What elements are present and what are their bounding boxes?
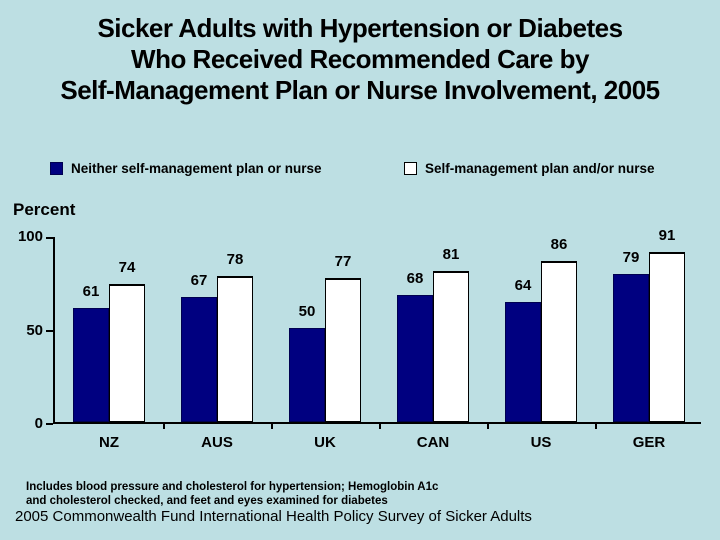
x-axis-tick	[271, 422, 273, 429]
category-label-aus: AUS	[201, 434, 233, 451]
bar-group-aus: 67 78 AUS	[181, 237, 253, 451]
bar-value-label: 86	[550, 236, 568, 253]
bar-value-label: 67	[190, 272, 208, 289]
bar-plan-us	[541, 261, 577, 422]
category-label-can: CAN	[416, 434, 450, 451]
chart-title-line-2: Who Received Recommended Care by	[131, 44, 589, 74]
y-axis-tick	[46, 237, 53, 239]
footnote-line-1: Includes blood pressure and cholesterol …	[26, 481, 439, 493]
bar-neither-ger	[613, 274, 649, 422]
bar-value-label: 50	[298, 303, 316, 320]
footnote: Includes blood pressure and cholesterol …	[26, 480, 438, 508]
bar-value-label: 74	[118, 259, 136, 276]
bar-plan-nz	[109, 284, 145, 422]
bar-plan-ger	[649, 252, 685, 422]
x-axis-tick	[163, 422, 165, 429]
legend-swatch-neither-icon	[50, 162, 63, 175]
bar-value-label: 77	[334, 253, 352, 270]
category-label-ger: GER	[632, 434, 666, 451]
category-label-us: US	[530, 434, 552, 451]
bar-group-nz: 61 74 NZ	[73, 237, 145, 451]
bar-group-can: 68 81 CAN	[397, 237, 469, 451]
bar-value-label: 61	[82, 283, 100, 300]
source-citation: 2005 Commonwealth Fund International Hea…	[15, 508, 532, 525]
bar-value-label: 78	[226, 251, 244, 268]
x-axis-tick	[379, 422, 381, 429]
legend-label-plan: Self-management plan and/or nurse	[425, 161, 655, 176]
legend-item-plan: Self-management plan and/or nurse	[404, 161, 655, 176]
chart-title-line-3: Self-Management Plan or Nurse Involvemen…	[60, 75, 660, 105]
x-axis-tick	[487, 422, 489, 429]
bar-neither-nz	[73, 308, 109, 422]
bar-neither-aus	[181, 297, 217, 422]
footnote-line-2: and cholesterol checked, and feet and ey…	[26, 495, 388, 507]
bar-plan-uk	[325, 278, 361, 422]
category-label-uk: UK	[314, 434, 336, 451]
bar-value-label: 68	[406, 270, 424, 287]
bar-value-label: 91	[658, 227, 676, 244]
legend: Neither self-management plan or nurse Se…	[0, 161, 720, 181]
legend-swatch-plan-icon	[404, 162, 417, 175]
bar-neither-us	[505, 302, 541, 422]
y-axis-title: Percent	[13, 200, 76, 219]
bar-plan-can	[433, 271, 469, 422]
bar-group-us: 64 86 US	[505, 236, 577, 451]
bar-neither-can	[397, 295, 433, 422]
bar-value-label: 81	[442, 246, 460, 263]
chart-title-line-1: Sicker Adults with Hypertension or Diabe…	[97, 13, 623, 43]
y-axis-tick	[46, 329, 53, 332]
y-axis-tick-label: 0	[34, 415, 43, 432]
plot-area: 0 50 100 61 74 NZ 67 78 AUS 50 77 UK 68 81 CAN 64 86 US 79…	[18, 228, 701, 451]
y-axis-tick-label: 100	[17, 228, 43, 245]
bar-value-label: 64	[514, 277, 532, 294]
legend-label-neither: Neither self-management plan or nurse	[71, 161, 322, 176]
y-axis-tick-label: 50	[26, 321, 43, 339]
chart-title: Sicker Adults with Hypertension or Diabe…	[0, 13, 720, 106]
y-axis-tick	[46, 423, 53, 425]
category-label-nz: NZ	[99, 434, 119, 451]
bar-group-uk: 50 77 UK	[289, 237, 361, 451]
bar-plan-aus	[217, 276, 253, 422]
legend-item-neither: Neither self-management plan or nurse	[50, 161, 322, 176]
bar-neither-uk	[289, 328, 325, 422]
bar-group-ger: 79 91 GER	[613, 228, 685, 451]
bar-value-label: 79	[622, 249, 640, 266]
x-axis-tick	[595, 422, 597, 429]
